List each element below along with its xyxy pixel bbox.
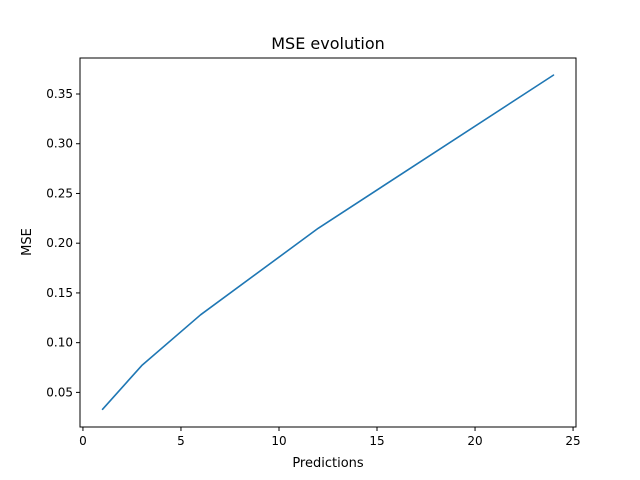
x-axis-label: Predictions	[292, 456, 364, 471]
x-tick-label: 10	[271, 434, 286, 448]
y-axis: 0.05 0.10 0.15 0.20 0.25 0.30 0.35	[46, 87, 80, 399]
y-tick-label: 0.05	[46, 385, 73, 399]
x-axis: 0 5 10 15 20 25	[79, 427, 581, 448]
x-tick-label: 25	[565, 434, 580, 448]
plot-frame	[79, 57, 577, 428]
y-tick-label: 0.35	[46, 87, 73, 101]
y-tick-label: 0.30	[46, 137, 73, 151]
chart-title: MSE evolution	[271, 34, 385, 53]
y-tick-label: 0.20	[46, 236, 73, 250]
series-line	[101, 74, 555, 411]
y-tick-label: 0.10	[46, 336, 73, 350]
x-tick-label: 20	[467, 434, 482, 448]
y-tick-label: 0.25	[46, 186, 73, 200]
x-tick-label: 15	[369, 434, 384, 448]
x-tick-label: 0	[79, 434, 87, 448]
plot-area	[101, 74, 555, 411]
y-tick-label: 0.15	[46, 286, 73, 300]
x-tick-label: 5	[177, 434, 185, 448]
y-axis-label: MSE	[20, 228, 35, 256]
